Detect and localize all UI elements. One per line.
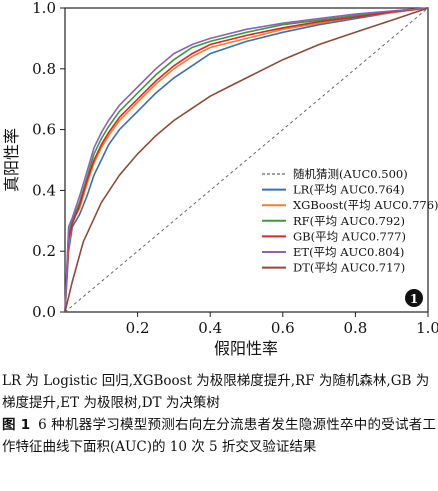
x-axis-title: 假阳性率: [214, 339, 278, 358]
legend-label: DT(平均 AUC0.717): [293, 261, 405, 275]
legend: 随机猜测(AUC0.500) LR(平均 AUC0.764)XGBoost(平均 …: [262, 167, 438, 275]
roc-curve-6: [64, 7, 429, 313]
y-axis-title: 真阳性率: [2, 128, 21, 192]
roc-curve-0: [64, 7, 429, 313]
legend-label: ET(平均 AUC0.804): [293, 245, 404, 259]
figure-notes: LR 为 Logistic 回归,XGBoost 为极限梯度提升,RF 为随机森…: [2, 370, 436, 458]
roc-curve-4: [64, 7, 429, 313]
roc-curve-2: [64, 7, 429, 313]
roc-curves: [64, 7, 429, 313]
y-tick-label: 0.4: [32, 181, 56, 199]
x-tick-label: 0.4: [198, 319, 222, 337]
axis-ticks: 0.2 0.4 0.6 0.8 1.0 0.0 0.2 0.4 0.6 0.8 1.0: [32, 0, 438, 337]
legend-label: LR(平均 AUC0.764): [293, 183, 405, 197]
roc-chart: 0.2 0.4 0.6 0.8 1.0 0.0 0.2 0.4 0.6 0.8 1.0 假阳性率 真…: [2, 0, 438, 358]
panel-badge-label: 1: [410, 292, 418, 306]
legend-label: GB(平均 AUC0.777): [293, 229, 406, 243]
legend-label: XGBoost(平均 AUC0.776): [293, 198, 438, 212]
legend-label: RF(平均 AUC0.792): [293, 214, 405, 228]
y-tick-label: 0.8: [32, 60, 56, 78]
panel-badge: 1: [405, 289, 423, 307]
roc-curve-1: [64, 7, 429, 313]
legend-label: 随机猜测(AUC0.500): [293, 167, 408, 181]
x-tick-label: 0.6: [271, 319, 295, 337]
roc-curve-5: [64, 7, 429, 313]
abbreviation-note: LR 为 Logistic 回归,XGBoost 为极限梯度提升,RF 为随机森…: [2, 373, 430, 411]
panel-badge-circle: [405, 289, 423, 307]
roc-curve-3: [64, 7, 429, 313]
x-tick-label: 0.8: [343, 319, 367, 337]
y-tick-label: 0.2: [32, 242, 56, 260]
y-tick-label: 0.0: [32, 303, 56, 321]
y-tick-label: 0.6: [32, 121, 56, 139]
y-tick-label: 1.0: [32, 0, 56, 17]
x-tick-label: 1.0: [416, 319, 438, 337]
x-tick-label: 0.2: [126, 319, 150, 337]
caption-text: 6 种机器学习模型预测右向左分流患者发生隐源性卒中的受试者工作特征曲线下面积(A…: [2, 417, 437, 455]
figure-label: 图 1: [2, 417, 31, 433]
